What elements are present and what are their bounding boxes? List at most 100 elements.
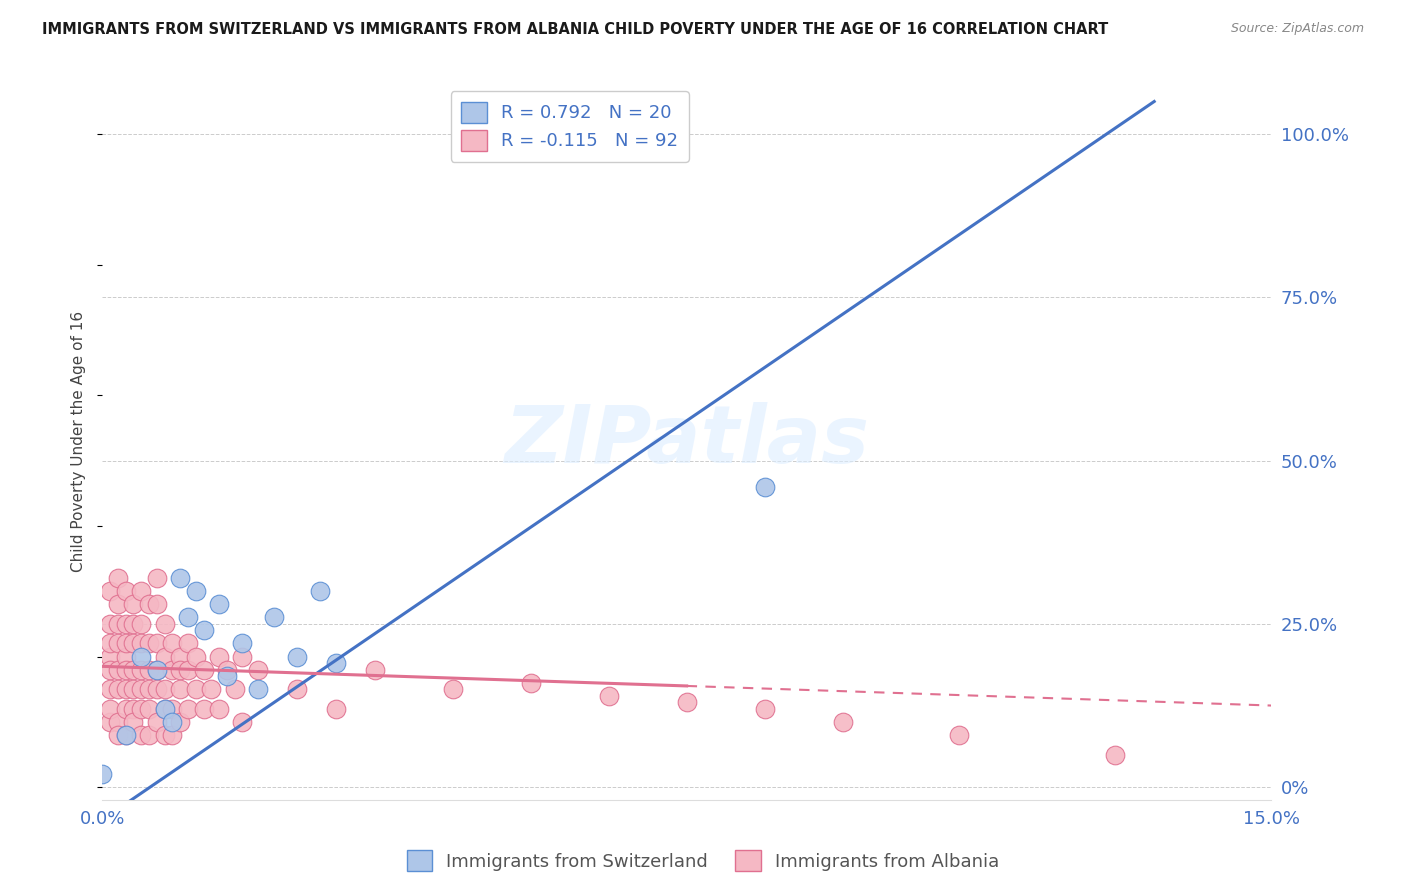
Point: [107, 571, 129, 585]
Point: [138, 702, 160, 716]
Point: [114, 682, 136, 697]
Legend: R = 0.792   N = 20, R = -0.115   N = 92: R = 0.792 N = 20, R = -0.115 N = 92: [450, 91, 689, 161]
Point: [122, 616, 145, 631]
Point: [98, 584, 121, 599]
Point: [114, 702, 136, 716]
Point: [153, 702, 176, 716]
Point: [598, 689, 620, 703]
Point: [138, 636, 160, 650]
Point: [153, 616, 176, 631]
Point: [1104, 747, 1126, 762]
Point: [193, 702, 215, 716]
Point: [184, 682, 207, 697]
Point: [325, 656, 347, 670]
Point: [177, 636, 200, 650]
Point: [145, 682, 167, 697]
Point: [107, 616, 129, 631]
Point: [231, 636, 253, 650]
Point: [153, 649, 176, 664]
Point: [309, 584, 332, 599]
Point: [98, 702, 121, 716]
Point: [129, 636, 152, 650]
Text: ZIPatlas: ZIPatlas: [505, 402, 869, 480]
Point: [129, 702, 152, 716]
Point: [122, 702, 145, 716]
Point: [169, 663, 191, 677]
Point: [98, 714, 121, 729]
Point: [177, 663, 200, 677]
Point: [145, 663, 167, 677]
Point: [169, 682, 191, 697]
Point: [364, 663, 387, 677]
Point: [129, 616, 152, 631]
Point: [114, 649, 136, 664]
Point: [285, 649, 308, 664]
Point: [145, 714, 167, 729]
Point: [129, 584, 152, 599]
Point: [114, 728, 136, 742]
Point: [138, 728, 160, 742]
Point: [122, 663, 145, 677]
Point: [177, 610, 200, 624]
Point: [153, 682, 176, 697]
Point: [138, 597, 160, 611]
Text: IMMIGRANTS FROM SWITZERLAND VS IMMIGRANTS FROM ALBANIA CHILD POVERTY UNDER THE A: IMMIGRANTS FROM SWITZERLAND VS IMMIGRANT…: [42, 22, 1108, 37]
Point: [129, 682, 152, 697]
Point: [169, 649, 191, 664]
Point: [162, 663, 184, 677]
Point: [145, 636, 167, 650]
Point: [107, 663, 129, 677]
Point: [129, 649, 152, 664]
Y-axis label: Child Poverty Under the Age of 16: Child Poverty Under the Age of 16: [72, 310, 86, 572]
Point: [231, 714, 253, 729]
Point: [325, 702, 347, 716]
Point: [129, 728, 152, 742]
Point: [231, 649, 253, 664]
Point: [177, 702, 200, 716]
Point: [263, 610, 285, 624]
Point: [91, 767, 114, 781]
Point: [162, 702, 184, 716]
Point: [107, 682, 129, 697]
Point: [200, 682, 222, 697]
Point: [208, 649, 231, 664]
Point: [114, 616, 136, 631]
Point: [285, 682, 308, 697]
Point: [107, 597, 129, 611]
Point: [98, 616, 121, 631]
Point: [169, 571, 191, 585]
Point: [169, 714, 191, 729]
Point: [153, 728, 176, 742]
Point: [224, 682, 246, 697]
Point: [122, 597, 145, 611]
Point: [107, 728, 129, 742]
Text: Source: ZipAtlas.com: Source: ZipAtlas.com: [1230, 22, 1364, 36]
Legend: Immigrants from Switzerland, Immigrants from Albania: Immigrants from Switzerland, Immigrants …: [399, 843, 1007, 879]
Point: [208, 702, 231, 716]
Point: [114, 584, 136, 599]
Point: [184, 649, 207, 664]
Point: [98, 636, 121, 650]
Point: [107, 636, 129, 650]
Point: [107, 714, 129, 729]
Point: [122, 714, 145, 729]
Point: [754, 480, 776, 494]
Point: [122, 636, 145, 650]
Point: [598, 127, 620, 141]
Point: [114, 663, 136, 677]
Point: [162, 636, 184, 650]
Point: [208, 597, 231, 611]
Point: [831, 714, 853, 729]
Point: [441, 682, 464, 697]
Point: [215, 669, 238, 683]
Point: [193, 663, 215, 677]
Point: [675, 695, 697, 709]
Point: [145, 597, 167, 611]
Point: [138, 663, 160, 677]
Point: [145, 663, 167, 677]
Point: [114, 636, 136, 650]
Point: [153, 702, 176, 716]
Point: [754, 702, 776, 716]
Point: [184, 584, 207, 599]
Point: [215, 663, 238, 677]
